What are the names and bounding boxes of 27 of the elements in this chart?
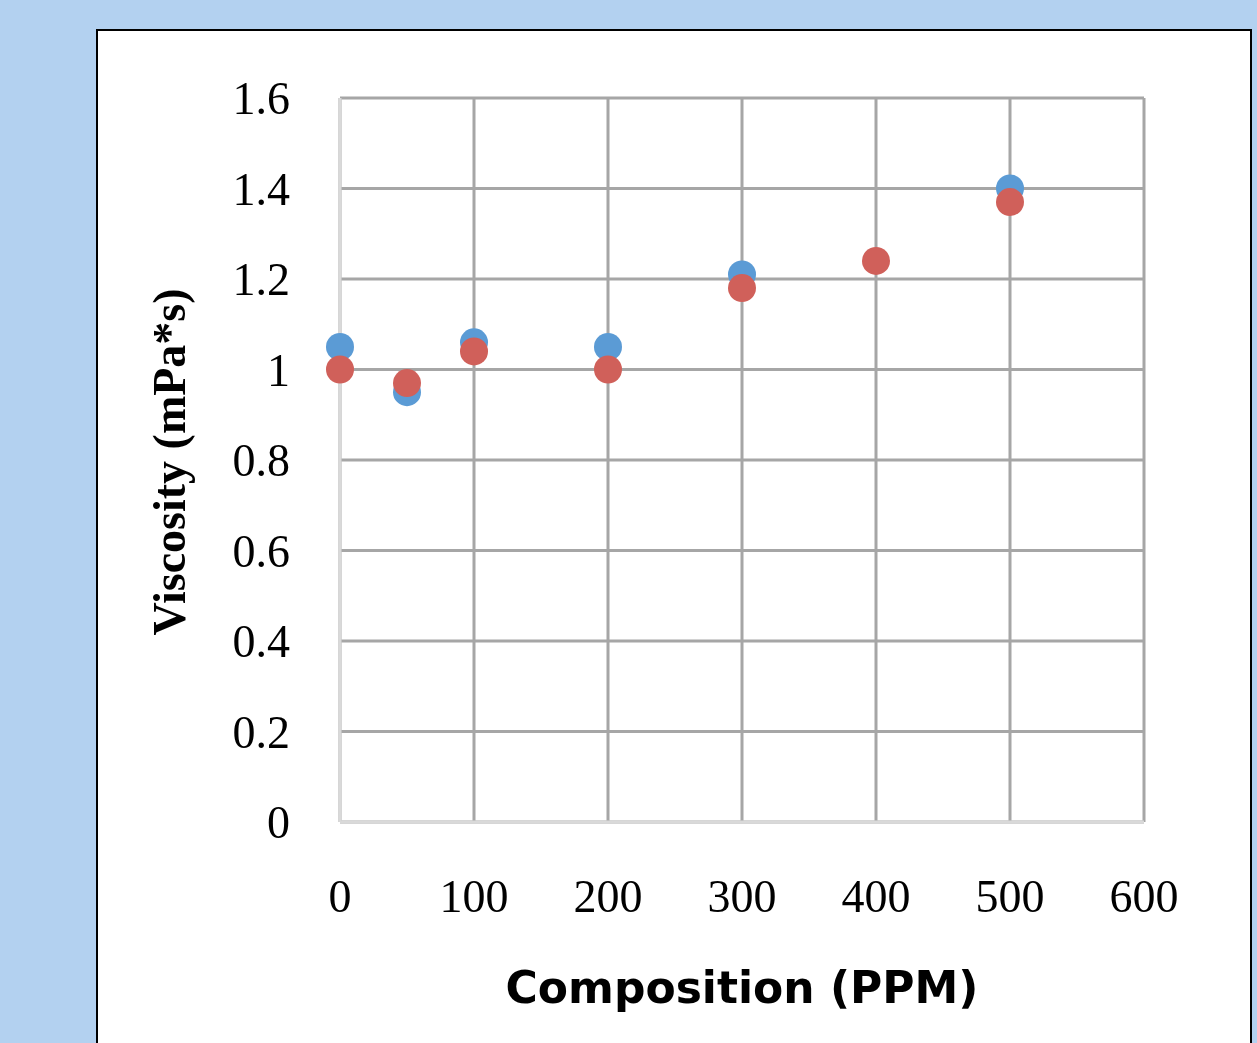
point bbox=[594, 332, 622, 361]
y-tick-label: 1.2 bbox=[232, 254, 290, 306]
y-axis-title: Viscosity (mPa*s) bbox=[144, 288, 195, 636]
y-tick-label: 0.2 bbox=[232, 706, 290, 758]
x-tick-label: 400 bbox=[841, 871, 911, 922]
x-tick-label: 300 bbox=[707, 871, 777, 922]
y-tick-label: 1 bbox=[267, 344, 290, 396]
y-tick-label: 0 bbox=[267, 797, 290, 849]
x-axis-title: Composition (PPM) bbox=[505, 962, 979, 1013]
point bbox=[594, 355, 622, 384]
x-tick-label: 500 bbox=[975, 871, 1045, 922]
y-tick-label: 0.6 bbox=[232, 525, 290, 577]
x-tick-label: 0 bbox=[328, 871, 352, 922]
x-tick-label: 600 bbox=[1109, 871, 1179, 922]
point bbox=[326, 332, 354, 361]
point bbox=[862, 246, 890, 275]
x-tick-label: 100 bbox=[439, 871, 509, 922]
y-tick-label: 0.4 bbox=[232, 616, 290, 668]
point bbox=[728, 274, 756, 303]
x-tick-label: 200 bbox=[573, 871, 643, 922]
point bbox=[393, 369, 421, 398]
point bbox=[460, 337, 488, 366]
y-tick-label: 1.4 bbox=[232, 163, 290, 215]
y-tick-label: 1.6 bbox=[232, 73, 290, 125]
y-tick-label: 0.8 bbox=[232, 435, 290, 487]
point bbox=[996, 188, 1024, 217]
point bbox=[326, 355, 354, 384]
